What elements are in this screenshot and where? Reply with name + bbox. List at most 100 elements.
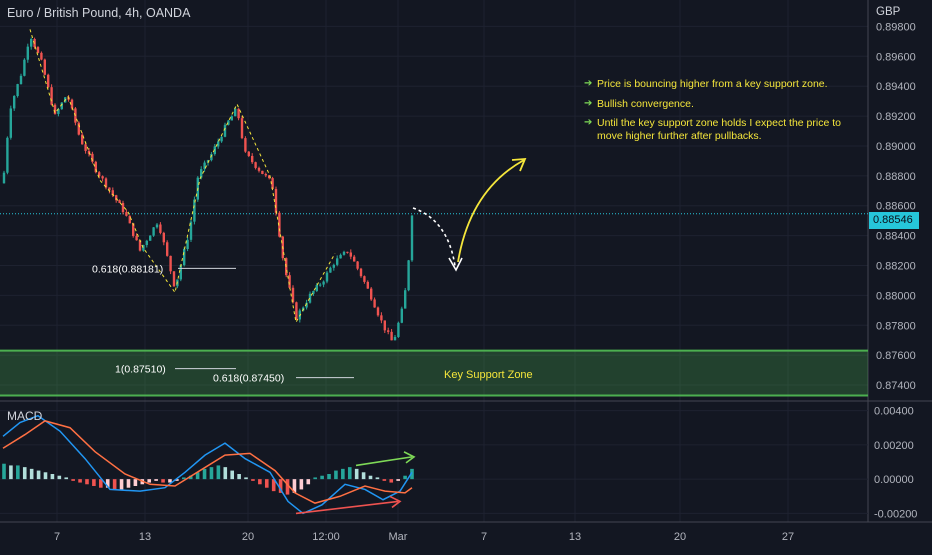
candle-body [322, 281, 325, 285]
candle-body [179, 265, 182, 280]
y-tick-label: 0.88400 [876, 231, 916, 243]
candle-body [247, 151, 250, 156]
macd-histogram-bar [29, 468, 34, 480]
candle-body [128, 215, 131, 224]
candle-body [81, 134, 84, 145]
x-tick-label: 12:00 [312, 531, 340, 543]
wave-line [29, 29, 336, 324]
candle-body [115, 195, 118, 201]
candle-body [288, 275, 291, 288]
candle-body [145, 240, 148, 245]
projection-arrow [457, 159, 525, 263]
macd-label: MACD [7, 409, 43, 423]
macd-histogram-bar [202, 468, 207, 480]
candle-body [366, 281, 369, 289]
x-tick-label: 7 [481, 531, 487, 543]
pullback-arrow [412, 207, 456, 267]
y-tick-label: 0.89000 [876, 141, 916, 153]
bullet-text: Price is bouncing higher from a key supp… [597, 78, 828, 90]
macd-histogram-bar [57, 475, 62, 480]
macd-histogram-bar [403, 475, 407, 480]
macd-histogram-bar [396, 479, 400, 481]
macd-histogram-bar [375, 477, 380, 480]
macd-histogram-bar [188, 475, 193, 480]
macd-histogram-bar [354, 468, 359, 480]
macd-histogram-bar [112, 479, 117, 490]
projection-arrowhead-icon [511, 157, 527, 172]
candle-body [135, 235, 138, 241]
candle-body [94, 161, 97, 173]
candle-body [227, 120, 230, 125]
macd-histogram-bar [237, 474, 241, 480]
candle-body [305, 302, 308, 308]
arrow-right-icon: ➔ [584, 97, 593, 109]
candle-body [206, 160, 210, 163]
macd-histogram-bar [251, 479, 255, 481]
candle-body [223, 124, 227, 137]
y-tick-label: 0.88800 [876, 171, 916, 183]
fib-label: 1(0.87510) [115, 364, 166, 376]
macd-histogram-bar [16, 465, 20, 480]
candle-body [336, 258, 339, 265]
candle-body [6, 137, 9, 173]
candle-body [203, 162, 206, 170]
chart-title: Euro / British Pound, 4h, OANDA [7, 6, 191, 20]
macd-histogram-bar [126, 479, 131, 488]
macd-histogram-bar [195, 472, 200, 480]
candle-body [104, 178, 108, 188]
macd-histogram-bar [292, 479, 297, 493]
macd-histogram-bar [78, 479, 82, 483]
macd-histogram-bar [244, 477, 248, 480]
macd-histogram-bar [50, 474, 55, 480]
current-price-badge: 0.88546 [869, 212, 919, 229]
macd-histogram-bar [36, 470, 41, 480]
macd-histogram-bar [347, 467, 352, 480]
candle-body [407, 260, 410, 291]
x-tick-label: 7 [54, 531, 60, 543]
annotation-bullets: ➔ Price is bouncing higher from a key sup… [584, 78, 864, 149]
candle-body [13, 96, 16, 109]
candle-body [210, 154, 213, 161]
candle-body [404, 290, 407, 309]
candle-body [70, 99, 74, 109]
currency-label: GBP [876, 6, 901, 18]
macd-histogram-bar [389, 479, 394, 483]
candle-body [36, 47, 40, 53]
candle-body [400, 308, 403, 323]
macd-histogram-bar [230, 470, 235, 480]
bullet-text: Until the key support zone holds I expec… [597, 117, 841, 142]
macd-series-line [2, 420, 413, 504]
candle-body [193, 199, 196, 222]
macd-histogram-bar [278, 479, 283, 493]
x-tick-label: 20 [674, 531, 686, 543]
candle-body [383, 320, 386, 331]
macd-histogram-bar [175, 479, 179, 481]
macd-histogram-bar [9, 465, 13, 480]
x-tick-label: 13 [569, 531, 581, 543]
x-tick-label: 13 [139, 531, 151, 543]
candle-body [101, 176, 104, 179]
candle-body [30, 38, 33, 47]
macd-histogram-bar [209, 467, 214, 480]
candle-body [261, 170, 264, 175]
candle-body [373, 299, 376, 308]
candle-body [2, 172, 6, 184]
macd-histogram-bar [105, 479, 110, 488]
candle-body [108, 187, 111, 191]
candle-body [172, 271, 176, 287]
macd-histogram-bar [264, 479, 269, 488]
candle-body [397, 322, 400, 337]
candle-body [268, 175, 271, 179]
candle-body [329, 267, 332, 273]
macd-histogram-bar [71, 479, 75, 481]
arrow-right-icon: ➔ [584, 78, 593, 89]
macd-histogram-bar [361, 472, 366, 480]
macd-histogram-bar [299, 479, 304, 490]
candle-body [251, 155, 254, 163]
macd-histogram-bar [334, 470, 338, 480]
macd-histogram-bar [99, 479, 103, 488]
candle-body [159, 224, 162, 233]
macd-histogram-bar [92, 479, 96, 486]
macd-histogram-bar [223, 467, 228, 480]
